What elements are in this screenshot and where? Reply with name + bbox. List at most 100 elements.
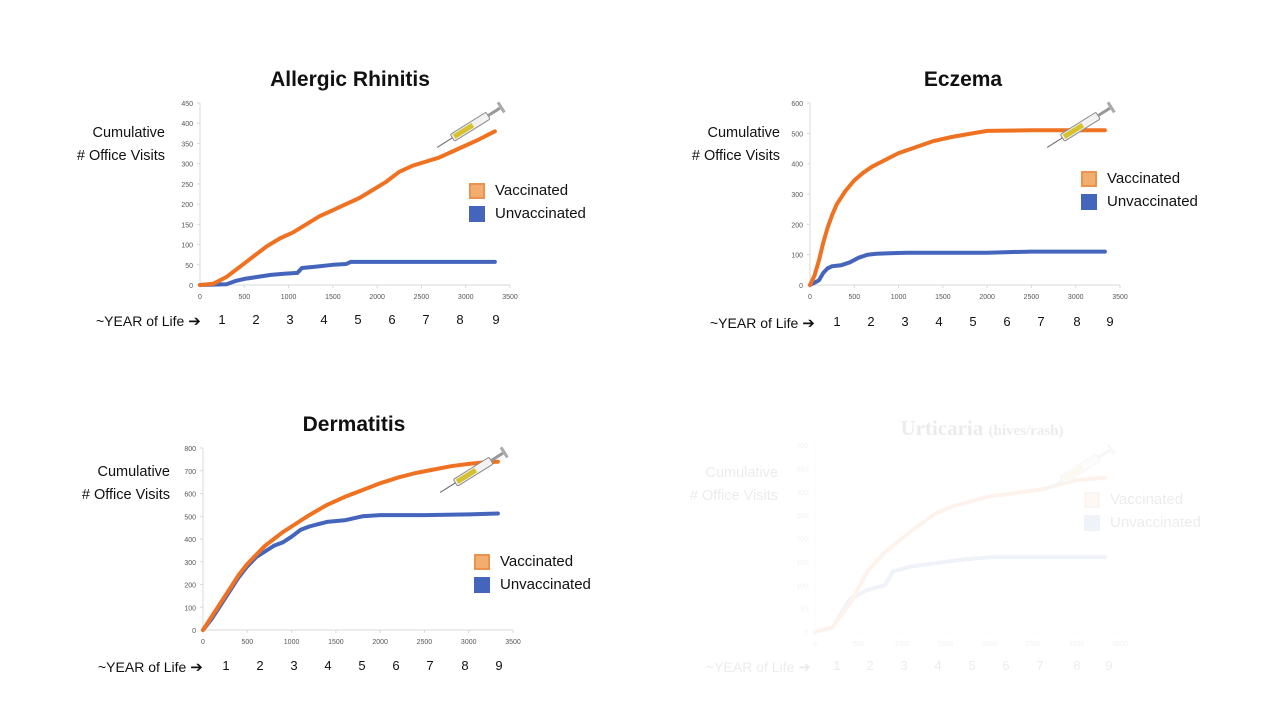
x-tick-label: 500 bbox=[238, 294, 250, 301]
syringe-plunger-head bbox=[1106, 101, 1116, 114]
series-line-vaccinated bbox=[201, 459, 500, 632]
syringe-liquid bbox=[1062, 465, 1085, 481]
x-tick-label: 500 bbox=[241, 639, 253, 646]
chart-title: Dermatitis bbox=[302, 413, 406, 436]
y-axis-label: Cumulative # Office Visits bbox=[689, 465, 778, 504]
year-number: 1 bbox=[222, 658, 230, 673]
y-tick-label: 300 bbox=[181, 162, 193, 169]
x-tick-label: 0 bbox=[808, 294, 812, 301]
year-number: 2 bbox=[256, 658, 264, 673]
x-tick-label: 1000 bbox=[894, 641, 910, 648]
year-number: 2 bbox=[866, 658, 874, 673]
x-tick-label: 3000 bbox=[1069, 641, 1085, 648]
year-number: 5 bbox=[968, 658, 976, 673]
x-tick-label: 3500 bbox=[1112, 641, 1128, 648]
y-tick-label: 300 bbox=[791, 192, 803, 199]
year-number: 6 bbox=[392, 658, 400, 673]
y-tick-label: 600 bbox=[184, 492, 196, 499]
x-tick-label: 1500 bbox=[938, 641, 954, 648]
legend-swatch-vaccinated bbox=[1084, 491, 1100, 508]
y-tick-label: 350 bbox=[796, 466, 808, 473]
x-tick-label: 3500 bbox=[1112, 294, 1128, 301]
x-tick-label: 3500 bbox=[502, 294, 518, 301]
year-axis-label: ~YEAR of Life ➔ bbox=[706, 659, 811, 676]
year-number: 6 bbox=[388, 312, 396, 327]
syringe-needle bbox=[439, 482, 456, 493]
legend-unvaccinated: Unvaccinated bbox=[469, 205, 586, 222]
x-tick-label: 0 bbox=[201, 639, 205, 646]
year-number: 7 bbox=[422, 312, 430, 327]
year-number: 6 bbox=[1003, 314, 1011, 329]
syringe-icon bbox=[436, 101, 506, 148]
chart-plot: 0 100 200 300 400 500 600 0 500 1000 1500 2000 2500 3… bbox=[791, 101, 1128, 301]
y-axis-label: Cumulative # Office Visits bbox=[81, 464, 170, 503]
y-tick-label: 150 bbox=[181, 222, 193, 229]
y-tick-label: 250 bbox=[796, 513, 808, 520]
x-tick-label: 3000 bbox=[1068, 294, 1084, 301]
x-tick-label: 0 bbox=[813, 641, 817, 648]
x-tick-label: 1000 bbox=[284, 639, 300, 646]
y-tick-label: 100 bbox=[796, 583, 808, 590]
syringe-plunger-rod bbox=[1097, 448, 1111, 459]
y-tick-label: 100 bbox=[791, 253, 803, 260]
legend-swatch-unvaccinated bbox=[1084, 514, 1100, 531]
x-tick-label: 0 bbox=[198, 294, 202, 301]
legend-unvaccinated: Unvaccinated bbox=[474, 576, 591, 593]
syringe-plunger-rod bbox=[490, 451, 504, 462]
year-number: 7 bbox=[1037, 314, 1045, 329]
y-tick-label: 300 bbox=[184, 560, 196, 567]
legend-swatch-unvaccinated bbox=[474, 576, 490, 593]
y-tick-label: 150 bbox=[796, 560, 808, 567]
chart-panel-dermatitis: Dermatitis Cumulative # Office Visits 0 10… bbox=[0, 360, 640, 720]
series-line-unvaccinated bbox=[808, 249, 1107, 287]
x-tick-label: 1500 bbox=[935, 294, 951, 301]
year-axis-label: ~YEAR of Life ➔ bbox=[98, 659, 203, 676]
x-tick-label: 3000 bbox=[461, 639, 477, 646]
syringe-plunger-head bbox=[499, 446, 509, 459]
year-number: 1 bbox=[833, 658, 841, 673]
year-number: 3 bbox=[286, 312, 294, 327]
x-tick-label: 2500 bbox=[1024, 294, 1040, 301]
syringe-liquid bbox=[1062, 123, 1085, 139]
y-tick-label: 50 bbox=[185, 263, 193, 270]
x-tick-label: 1500 bbox=[325, 294, 341, 301]
legend-vaccinated: Vaccinated bbox=[1081, 170, 1180, 187]
year-number: 8 bbox=[1073, 314, 1081, 329]
y-tick-label: 350 bbox=[181, 141, 193, 148]
series-line-vaccinated bbox=[813, 475, 1108, 634]
syringe-needle bbox=[436, 137, 453, 148]
year-number: 2 bbox=[252, 312, 260, 327]
legend-vaccinated: Vaccinated bbox=[469, 182, 568, 199]
y-tick-label: 400 bbox=[791, 162, 803, 169]
y-tick-label: 300 bbox=[796, 490, 808, 497]
year-number: 9 bbox=[1105, 658, 1113, 673]
year-number: 3 bbox=[901, 314, 909, 329]
chart-panel-urticaria: Urticaria (hives/rash) Cumulative # Offic… bbox=[640, 360, 1280, 720]
syringe-liquid bbox=[455, 468, 478, 484]
syringe-needle bbox=[1046, 479, 1063, 490]
year-number: 5 bbox=[358, 658, 366, 673]
y-tick-label: 500 bbox=[184, 514, 196, 521]
year-axis-label: ~YEAR of Life ➔ bbox=[96, 313, 201, 330]
x-tick-label: 1000 bbox=[281, 294, 297, 301]
syringe-liquid bbox=[452, 123, 475, 139]
syringe-barrel bbox=[1060, 454, 1101, 484]
syringe-plunger-rod bbox=[1097, 106, 1111, 117]
chart-plot: 0 50 100 150 200 250 300 350 400 0 500 1000 1500 2000… bbox=[796, 443, 1128, 648]
y-tick-label: 0 bbox=[804, 630, 808, 637]
y-tick-label: 400 bbox=[184, 537, 196, 544]
y-tick-label: 0 bbox=[192, 628, 196, 635]
x-tick-label: 2000 bbox=[369, 294, 385, 301]
year-number: 7 bbox=[1036, 658, 1044, 673]
y-tick-label: 200 bbox=[791, 222, 803, 229]
series-line-unvaccinated bbox=[813, 555, 1108, 634]
chart-plot: 0 100 200 300 400 500 600 700 800 0 500 1000 1500 200… bbox=[184, 446, 521, 646]
legend-unvaccinated: Unvaccinated bbox=[1084, 514, 1201, 531]
x-tick-label: 2000 bbox=[372, 639, 388, 646]
x-tick-label: 3500 bbox=[505, 639, 521, 646]
y-tick-label: 600 bbox=[791, 101, 803, 108]
year-number: 9 bbox=[495, 658, 503, 673]
x-tick-label: 3000 bbox=[458, 294, 474, 301]
y-tick-label: 400 bbox=[181, 121, 193, 128]
year-number: 9 bbox=[492, 312, 500, 327]
